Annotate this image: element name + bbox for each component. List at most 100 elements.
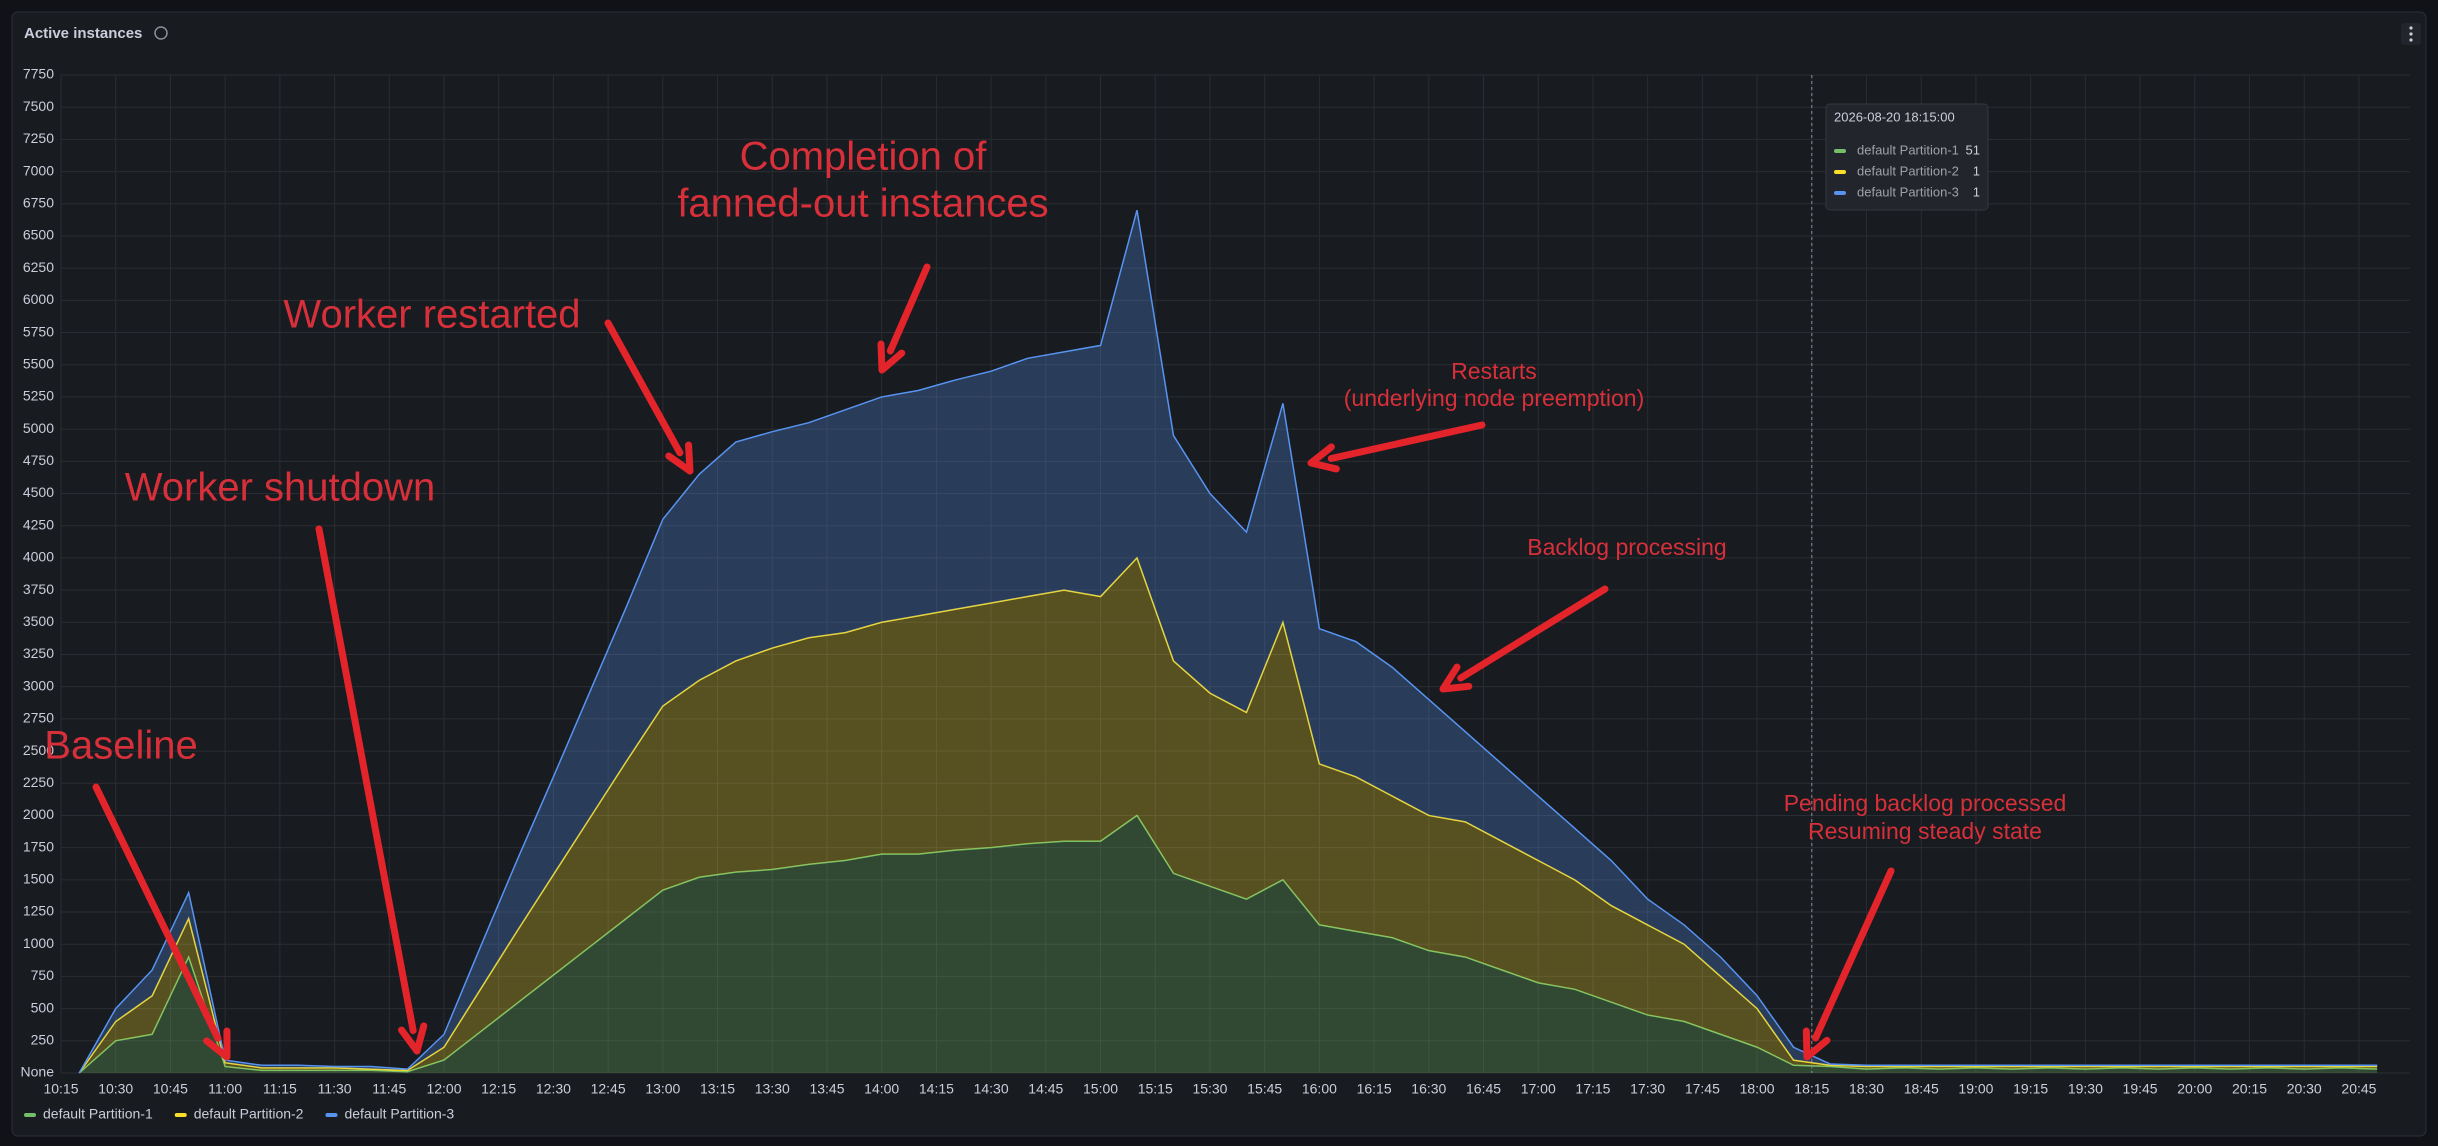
legend-label[interactable]: default Partition-3 (344, 1106, 454, 1122)
annotation-arrow (1812, 867, 1895, 1042)
x-tick-label: 13:45 (809, 1081, 844, 1097)
panel-frame (11, 11, 2427, 1137)
x-tick-label: 11:45 (372, 1081, 406, 1097)
area-fill (79, 557, 2378, 1073)
annotation-text: Resuming steady state (1808, 818, 2042, 844)
x-tick-label: 16:15 (1357, 1081, 1392, 1097)
annotation-text: Pending backlog processed (1784, 790, 2067, 816)
overlay: default Partition-1 default Partition-2 de… (24, 75, 2066, 1122)
x-tick-label: 17:45 (1685, 1081, 1720, 1097)
x-tick-label: 13:15 (700, 1081, 735, 1097)
annotation-arrow (1457, 585, 1609, 682)
y-tick-label: 2000 (23, 806, 54, 822)
info-icon[interactable] (154, 26, 168, 40)
annotation-arrowhead (877, 340, 906, 374)
y-tick-label: 500 (31, 999, 55, 1015)
legend-label[interactable]: default Partition-1 (43, 1106, 153, 1122)
y-tick-label: 4750 (23, 452, 54, 468)
x-tick-label: 11:15 (263, 1081, 297, 1097)
y-tick-label: 5500 (23, 355, 54, 371)
x-tick-label: 20:15 (2232, 1081, 2267, 1097)
y-tick-label: 1000 (23, 935, 54, 951)
series-line (78, 210, 2378, 1074)
annotation-arrow (886, 263, 931, 355)
series-line (78, 556, 2378, 1074)
y-tick-label: 5250 (23, 388, 54, 404)
tooltip-value: 1 (1973, 163, 1980, 178)
series-line (78, 814, 2378, 1074)
legend-swatch[interactable] (174, 1113, 187, 1117)
panel-title: Active instances (24, 25, 142, 42)
y-tick-label: 3250 (23, 645, 54, 661)
x-tick-label: 14:45 (1028, 1081, 1063, 1097)
y-tick-label: 6250 (23, 259, 54, 275)
x-tick-label: 13:00 (645, 1081, 680, 1097)
tooltip-box (1825, 103, 1989, 211)
y-tick-label: 6500 (23, 227, 54, 243)
y-tick-label: 4250 (23, 516, 54, 532)
menu-dot (2409, 32, 2413, 36)
legend-swatch[interactable] (325, 1113, 338, 1117)
x-tick-label: 14:00 (864, 1081, 899, 1097)
y-tick-label: 4500 (23, 484, 54, 500)
y-tick-label: 5000 (23, 420, 54, 436)
x-tick-label: 16:30 (1411, 1081, 1446, 1097)
tooltip: 2026-08-20 18:15:00 default Partition-1 51… (1825, 103, 1989, 211)
x-tick-label: 19:30 (2068, 1081, 2103, 1097)
menu-dot (2409, 38, 2413, 42)
y-tick-label: 6000 (23, 291, 54, 307)
x-tick-label: 19:15 (2013, 1081, 2048, 1097)
x-tick-label: 17:15 (1575, 1081, 1610, 1097)
y-tick-label: 250 (31, 1032, 55, 1048)
tooltip-series: default Partition-1 (1857, 142, 1959, 157)
x-tick-label: 12:15 (481, 1081, 516, 1097)
legend-label[interactable]: default Partition-2 (194, 1106, 304, 1122)
y-tick-label: 7250 (23, 130, 54, 146)
x-tick-label: 15:30 (1192, 1081, 1227, 1097)
x-tick-label: 20:00 (2177, 1081, 2212, 1097)
x-tick-label: 16:00 (1302, 1081, 1337, 1097)
tooltip-series: default Partition-3 (1857, 184, 1959, 199)
x-tick-label: 12:45 (591, 1081, 626, 1097)
annotation-arrowhead (1802, 1027, 1831, 1061)
tooltip-time: 2026-08-20 18:15:00 (1834, 109, 1955, 124)
grid: None 250 500 750 1000 1250 1500 1750 2000 2250 250… (21, 66, 2410, 1097)
tooltip-series: default Partition-2 (1857, 163, 1959, 178)
y-tick-label: 4000 (23, 549, 54, 565)
y-tick-label: 2750 (23, 710, 54, 726)
annotation-arrow (315, 525, 417, 1035)
x-tick-label: 12:30 (536, 1081, 571, 1097)
y-tick-label: 6750 (23, 194, 54, 210)
annotation-text: Completion of (740, 135, 988, 179)
area-fill (79, 210, 2378, 1074)
x-tick-label: 18:30 (1849, 1081, 1884, 1097)
y-tick-label: 1500 (23, 871, 54, 887)
y-tick-label: 750 (31, 967, 55, 983)
y-tick-label: 7750 (23, 66, 54, 82)
annotation-text: (underlying node preemption) (1344, 385, 1644, 411)
annotation-text: Restarts (1451, 358, 1537, 384)
y-tick-label: 5750 (23, 323, 54, 339)
plot-area (78, 210, 2378, 1074)
x-tick-label: 15:00 (1083, 1081, 1118, 1097)
tooltip-value: 1 (1973, 184, 1980, 199)
annotation-text: Worker shutdown (125, 466, 436, 510)
x-tick-label: 14:15 (919, 1081, 954, 1097)
annotation-text: Worker restarted (283, 293, 580, 337)
x-tick-label: 15:15 (1138, 1081, 1173, 1097)
x-tick-label: 20:30 (2287, 1081, 2322, 1097)
area-fill (79, 815, 2378, 1073)
legend-swatch[interactable] (24, 1113, 36, 1117)
tooltip-swatch (1834, 170, 1846, 174)
x-tick-label: 12:00 (426, 1081, 461, 1097)
y-tick-label: 7500 (23, 98, 54, 114)
annotation-arrowhead (398, 1022, 428, 1055)
x-tick-label: 13:30 (755, 1081, 790, 1097)
x-tick-label: 11:00 (208, 1081, 242, 1097)
x-tick-label: 10:45 (153, 1081, 188, 1097)
x-tick-label: 16:45 (1466, 1081, 1501, 1097)
annotation-arrowhead (665, 441, 694, 475)
y-tick-label: 2500 (23, 742, 54, 758)
x-tick-label: 18:45 (1904, 1081, 1939, 1097)
